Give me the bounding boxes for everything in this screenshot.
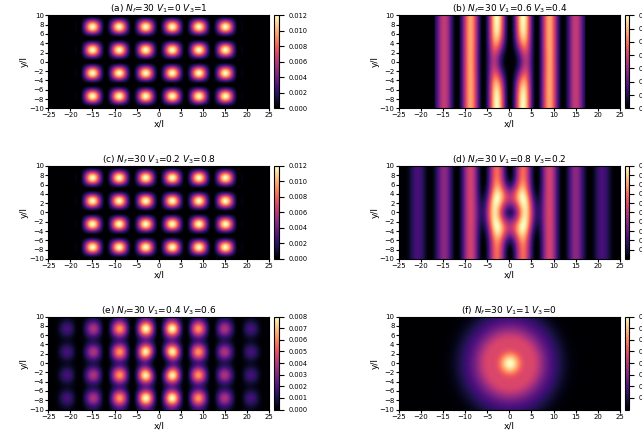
Title: (b) $N_f$=30 $V_1$=0.6 $V_3$=0.4: (b) $N_f$=30 $V_1$=0.6 $V_3$=0.4 (451, 3, 567, 15)
Title: (a) $N_f$=30 $V_1$=0 $V_3$=1: (a) $N_f$=30 $V_1$=0 $V_3$=1 (110, 3, 208, 15)
X-axis label: x/l: x/l (153, 421, 164, 430)
X-axis label: x/l: x/l (504, 271, 515, 279)
Y-axis label: y/l: y/l (370, 207, 379, 218)
Title: (e) $N_f$=30 $V_1$=0.4 $V_3$=0.6: (e) $N_f$=30 $V_1$=0.4 $V_3$=0.6 (101, 304, 216, 317)
X-axis label: x/l: x/l (153, 271, 164, 279)
X-axis label: x/l: x/l (504, 421, 515, 430)
Title: (f) $N_f$=30 $V_1$=1 $V_3$=0: (f) $N_f$=30 $V_1$=1 $V_3$=0 (462, 304, 557, 317)
Y-axis label: y/l: y/l (20, 207, 29, 218)
X-axis label: x/l: x/l (504, 120, 515, 129)
Title: (d) $N_f$=30 $V_1$=0.8 $V_3$=0.2: (d) $N_f$=30 $V_1$=0.8 $V_3$=0.2 (452, 153, 566, 166)
Title: (c) $N_f$=30 $V_1$=0.2 $V_3$=0.8: (c) $N_f$=30 $V_1$=0.2 $V_3$=0.8 (102, 153, 216, 166)
X-axis label: x/l: x/l (153, 120, 164, 129)
Y-axis label: y/l: y/l (20, 357, 29, 368)
Y-axis label: y/l: y/l (370, 357, 379, 368)
Y-axis label: y/l: y/l (370, 57, 379, 67)
Y-axis label: y/l: y/l (20, 57, 29, 67)
